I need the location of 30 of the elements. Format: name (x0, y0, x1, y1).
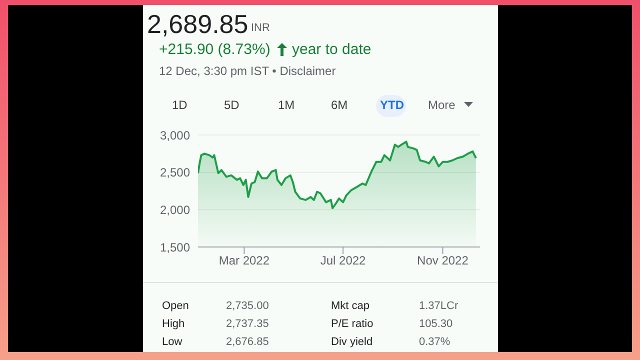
text: More (428, 98, 456, 112)
text: year to date (292, 41, 372, 58)
text: 1D (172, 98, 188, 112)
text: High (162, 318, 185, 330)
text: +215.90 (8.73%) (159, 41, 270, 58)
y-tick-label: 2,500 (160, 166, 190, 180)
chart-title: 2,689.85 (147, 9, 248, 40)
text: 0.37% (419, 336, 450, 348)
text: 105.30 (419, 318, 453, 330)
text: YTD (380, 98, 404, 112)
y-tick-label: 1,500 (160, 240, 190, 254)
x-tick-label: Nov 2022 (417, 254, 469, 268)
text: Low (162, 336, 182, 348)
text: P/E ratio (331, 318, 374, 330)
text: 1.37LCr (419, 300, 458, 312)
text: 1M (278, 98, 295, 112)
text: Open (162, 300, 189, 312)
x-tick-label: Jul 2022 (320, 254, 366, 268)
text: 2,676.85 (226, 336, 269, 348)
text: 6M (331, 98, 348, 112)
text: 2,737.35 (226, 318, 269, 330)
text: 12 Dec, 3:30 pm IST • Disclaimer (159, 64, 336, 78)
y-tick-label: 2,000 (160, 202, 190, 217)
text: Mkt cap (331, 300, 370, 312)
text: 5D (224, 98, 240, 112)
text: Div yield (331, 336, 373, 348)
y-tick-label: 3,000 (160, 128, 190, 142)
chart-subtitle: INR (251, 22, 270, 34)
x-tick-label: Mar 2022 (218, 254, 270, 268)
text: 2,735.00 (226, 300, 269, 312)
